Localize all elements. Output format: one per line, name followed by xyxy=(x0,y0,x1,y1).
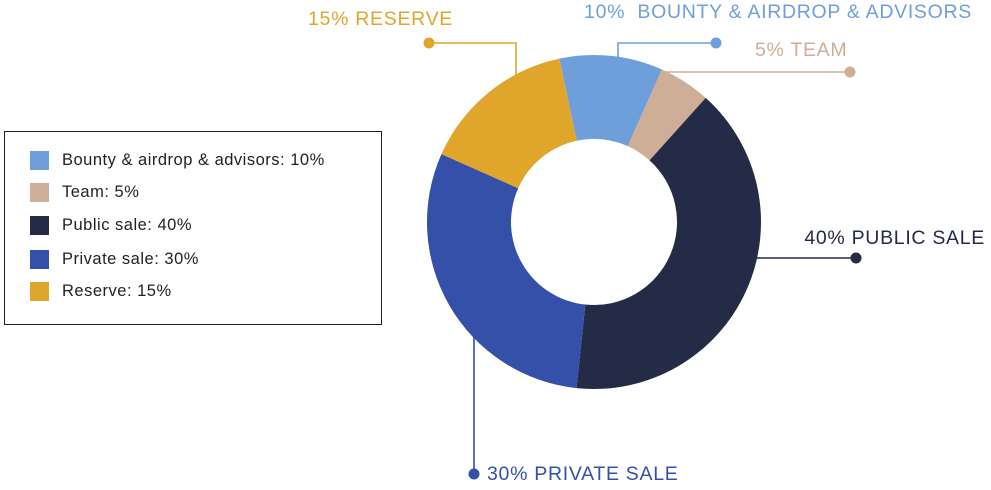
legend-label: Team xyxy=(62,183,105,201)
callout-reserve: 15% RESERVE xyxy=(308,8,453,30)
private-sale-leader xyxy=(468,330,480,480)
bounty-leader-dot xyxy=(710,37,722,49)
legend-item-bounty-airdrop-advisors: Bounty & airdrop & advisors: 10% xyxy=(5,151,381,170)
legend-label: Bounty & airdrop & advisors xyxy=(62,151,281,169)
legend-text: Public sale: 40% xyxy=(62,216,192,235)
legend-text: Team: 5% xyxy=(62,183,139,202)
legend-unit: % xyxy=(156,282,172,300)
team-leader xyxy=(664,66,856,78)
legend-unit: % xyxy=(176,216,192,234)
legend-separator: : xyxy=(126,282,138,300)
reserve-leader xyxy=(423,37,517,76)
bounty-leader-line xyxy=(617,42,716,62)
legend-text: Private sale: 30% xyxy=(62,250,199,269)
legend-value: 40 xyxy=(157,216,177,234)
legend-value: 10 xyxy=(290,151,310,169)
donut-slice-bounty-airdrop-advisors xyxy=(559,55,662,147)
legend-unit: % xyxy=(124,183,140,201)
legend-separator: : xyxy=(154,250,165,268)
legend-item-team: Team: 5% xyxy=(5,183,381,202)
legend-swatch xyxy=(30,216,49,235)
reserve-leader-dot xyxy=(423,37,435,49)
donut-slice-public-sale xyxy=(576,97,762,390)
legend: Bounty & airdrop & advisors: 10% Team: 5… xyxy=(4,131,382,325)
donut-chart xyxy=(426,55,762,390)
legend-label: Public sale xyxy=(62,216,148,234)
legend-separator: : xyxy=(147,216,158,234)
reserve-leader-line xyxy=(429,42,517,76)
callout-team: 5% TEAM xyxy=(755,39,848,61)
legend-separator: : xyxy=(104,183,115,201)
private-sale-leader-dot xyxy=(468,468,480,480)
legend-swatch xyxy=(30,183,49,202)
donut-slice-team xyxy=(627,69,706,161)
callout-bounty-airdrop-advisors: 10% BOUNTY & AIRDROP & ADVISORS xyxy=(584,1,972,23)
legend-item-reserve: Reserve: 15% xyxy=(5,282,381,301)
legend-label: Reserve xyxy=(62,282,127,300)
public-sale-leader xyxy=(755,252,862,264)
legend-value: 30 xyxy=(164,250,184,268)
callout-public-sale: 40% PUBLIC SALE xyxy=(804,227,985,249)
callout-leaders xyxy=(423,37,862,480)
public-sale-leader-dot xyxy=(850,252,862,264)
legend-value: 15 xyxy=(137,282,157,300)
legend-item-public-sale: Public sale: 40% xyxy=(5,216,381,235)
bounty-leader xyxy=(617,37,722,62)
legend-separator: : xyxy=(280,151,291,169)
callout-private-sale: 30% PRIVATE SALE xyxy=(487,463,679,485)
legend-swatch xyxy=(30,151,49,170)
legend-value: 5 xyxy=(114,183,125,201)
donut-slice-private-sale xyxy=(426,154,586,389)
legend-unit: % xyxy=(183,250,199,268)
legend-unit: % xyxy=(309,151,325,169)
legend-text: Bounty & airdrop & advisors: 10% xyxy=(62,151,325,170)
legend-text: Reserve: 15% xyxy=(62,282,172,301)
legend-label: Private sale xyxy=(62,250,155,268)
team-leader-dot xyxy=(844,66,856,78)
legend-swatch xyxy=(30,282,49,301)
legend-item-private-sale: Private sale: 30% xyxy=(5,250,381,269)
legend-swatch xyxy=(30,250,49,269)
donut-slice-reserve xyxy=(441,58,577,189)
